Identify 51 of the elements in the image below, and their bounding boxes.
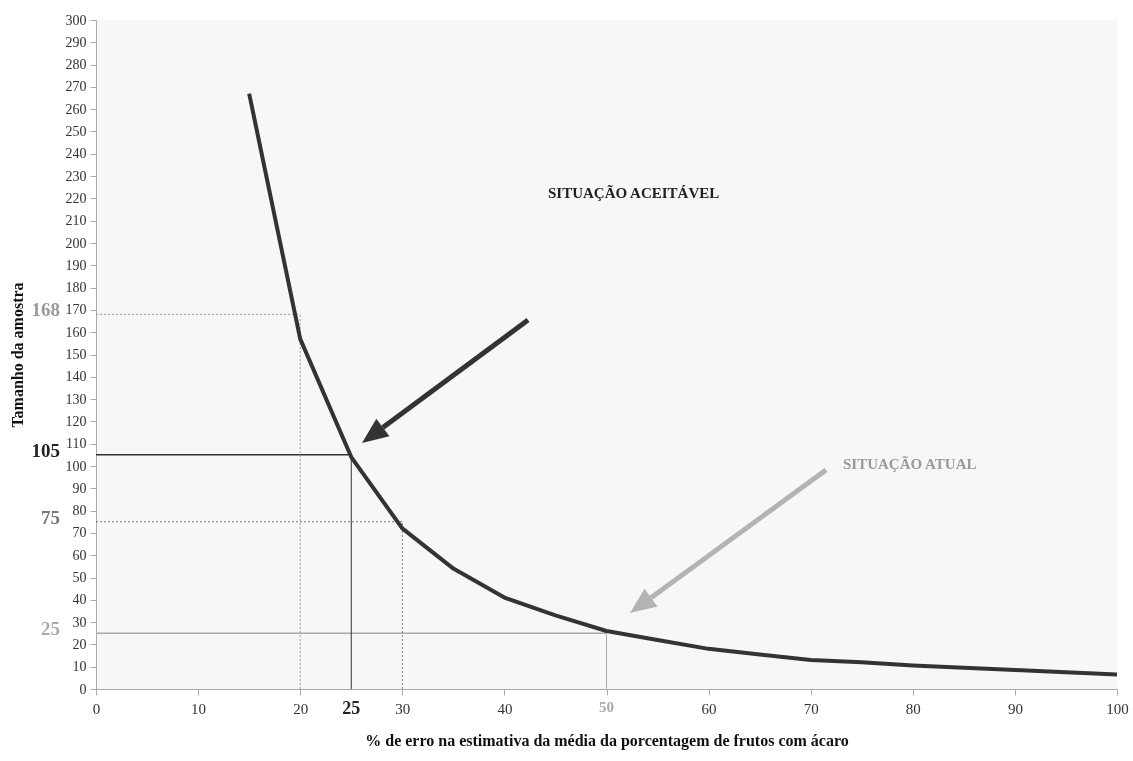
y-tick-label: 150 bbox=[65, 347, 87, 362]
ref-line-label: 75 bbox=[41, 506, 60, 528]
ref-line-label: 25 bbox=[342, 698, 361, 718]
y-tick-label: 0 bbox=[79, 681, 87, 697]
ref-line-label: 25 bbox=[41, 618, 60, 640]
x-axis-title: % de erro na estimativa da média da porcentagem de frutos com ácaro bbox=[365, 731, 849, 750]
y-tick-label: 100 bbox=[65, 458, 87, 474]
y-tick-label: 90 bbox=[72, 480, 87, 496]
y-tick-label: 300 bbox=[65, 12, 87, 28]
annotation: SITUAÇÃO ATUAL bbox=[843, 455, 977, 472]
y-tick-label: 220 bbox=[65, 190, 87, 206]
y-tick-label: 210 bbox=[65, 213, 87, 229]
ref-line-label: 105 bbox=[31, 439, 60, 461]
x-tick-label: 20 bbox=[293, 700, 309, 717]
y-tick-label: 200 bbox=[65, 235, 87, 251]
y-tick-label: 250 bbox=[65, 124, 87, 139]
y-tick-label: 70 bbox=[72, 525, 87, 541]
x-tick-label: 40 bbox=[497, 700, 513, 717]
y-tick-label: 130 bbox=[65, 391, 87, 407]
y-tick-label: 30 bbox=[72, 614, 87, 630]
y-tick-label: 260 bbox=[65, 101, 87, 117]
y-tick-label: 60 bbox=[72, 547, 87, 563]
x-tick-label: 30 bbox=[395, 700, 411, 717]
y-tick-label: 170 bbox=[65, 302, 87, 318]
x-tick-label: 100 bbox=[1106, 700, 1129, 717]
x-tick-label: 0 bbox=[92, 700, 101, 717]
x-tick-label: 70 bbox=[803, 700, 819, 717]
y-tick-label: 110 bbox=[66, 436, 87, 452]
y-tick-label: 80 bbox=[72, 503, 87, 519]
y-tick-label: 140 bbox=[65, 369, 87, 385]
annotation: SITUAÇÃO ACEITÁVEL bbox=[548, 184, 720, 201]
y-tick-label: 290 bbox=[65, 34, 87, 50]
y-tick-label: 270 bbox=[65, 79, 87, 95]
y-tick-label: 180 bbox=[65, 280, 87, 296]
y-tick-label: 20 bbox=[72, 636, 87, 652]
y-tick-label: 280 bbox=[65, 57, 87, 73]
x-tick-label: 60 bbox=[701, 700, 717, 717]
y-tick-label: 10 bbox=[72, 659, 87, 675]
y-tick-label: 240 bbox=[65, 146, 87, 162]
y-tick-label: 40 bbox=[72, 592, 87, 608]
y-tick-label: 120 bbox=[65, 413, 87, 429]
y-tick-label: 50 bbox=[72, 570, 87, 585]
x-tick-label: 90 bbox=[1007, 700, 1023, 717]
y-tick-label: 230 bbox=[65, 168, 87, 184]
x-tick-label: 80 bbox=[905, 700, 921, 717]
y-tick-label: 160 bbox=[65, 324, 87, 340]
ref-line-label: 50 bbox=[599, 699, 614, 715]
ref-line-label: 168 bbox=[31, 299, 60, 321]
y-axis-title: Tamanho da amostra bbox=[8, 282, 26, 428]
y-tick-label: 190 bbox=[65, 257, 87, 273]
x-tick-label: 10 bbox=[191, 700, 207, 717]
